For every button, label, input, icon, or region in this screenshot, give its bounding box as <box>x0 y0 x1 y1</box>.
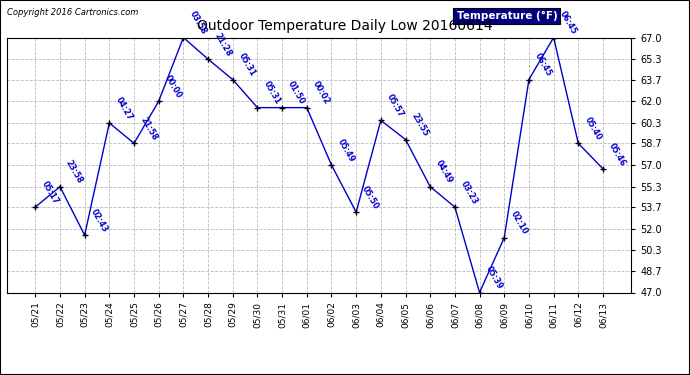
Text: 03:58: 03:58 <box>188 10 208 36</box>
Text: 05:31: 05:31 <box>237 52 257 78</box>
Text: 04:27: 04:27 <box>113 95 134 122</box>
Text: 21:28: 21:28 <box>213 31 233 58</box>
Text: 04:49: 04:49 <box>435 159 455 185</box>
Text: 05:39: 05:39 <box>484 265 504 291</box>
Text: 05:49: 05:49 <box>335 137 356 164</box>
Text: Copyright 2016 Cartronics.com: Copyright 2016 Cartronics.com <box>7 8 138 17</box>
Text: 03:23: 03:23 <box>459 179 480 206</box>
Text: 05:57: 05:57 <box>385 93 406 119</box>
Text: 02:10: 02:10 <box>509 210 529 236</box>
Text: 01:50: 01:50 <box>286 80 306 106</box>
Text: 05:17: 05:17 <box>39 179 60 206</box>
Text: 00:00: 00:00 <box>163 74 184 100</box>
Text: 23:55: 23:55 <box>410 112 430 138</box>
Text: 23:58: 23:58 <box>64 159 85 185</box>
Text: 05:40: 05:40 <box>582 116 603 142</box>
Text: 21:58: 21:58 <box>138 116 159 142</box>
Text: 02:43: 02:43 <box>89 207 109 234</box>
Text: 06:45: 06:45 <box>558 10 578 36</box>
Text: 05:31: 05:31 <box>262 80 282 106</box>
Text: Outdoor Temperature Daily Low 20160614: Outdoor Temperature Daily Low 20160614 <box>197 19 493 33</box>
Text: 05:46: 05:46 <box>607 141 627 167</box>
Text: Temperature (°F): Temperature (°F) <box>457 11 558 21</box>
Text: 00:02: 00:02 <box>311 80 331 106</box>
Text: 05:50: 05:50 <box>360 184 381 211</box>
Text: 06:45: 06:45 <box>533 52 553 78</box>
